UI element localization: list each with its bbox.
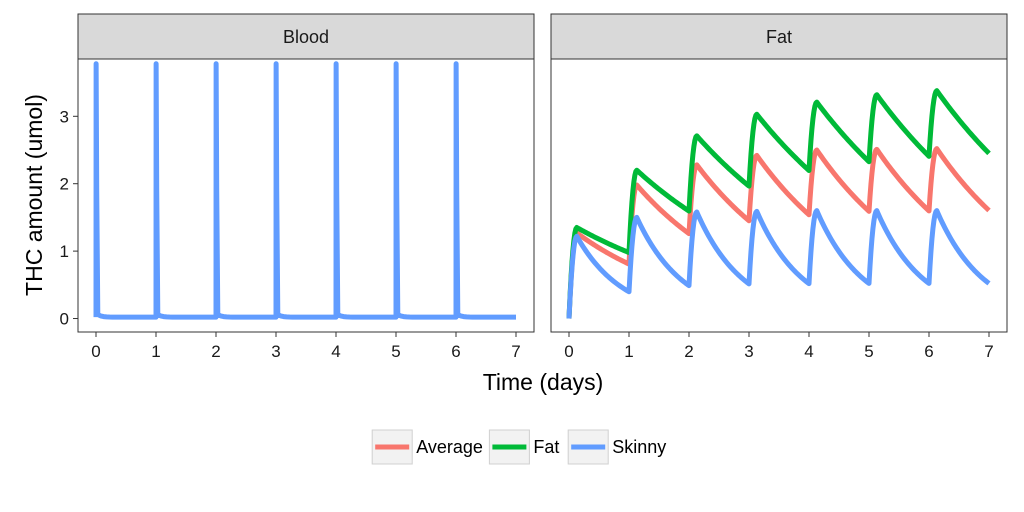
x-tick-label: 4 [804,342,813,361]
x-tick-label: 1 [624,342,633,361]
legend-item-average: Average [371,429,483,465]
legend-item-skinny: Skinny [567,429,666,465]
series-line-fat-average [566,146,991,319]
series-line-fat-skinny [566,208,991,319]
x-tick-label: 3 [271,342,280,361]
x-tick-label: 2 [684,342,693,361]
y-tick-label: 0 [60,310,69,329]
panel-fat-frame [550,58,1008,333]
x-tick-label: 4 [331,342,340,361]
panel-fat-title: Fat [766,27,792,47]
x-tick-label: 6 [451,342,460,361]
legend-label: Average [416,437,483,457]
series-line-blood-skinny [93,61,516,320]
x-tick-label: 5 [864,342,873,361]
panel-blood: Blood 0 1 2 3 4 5 6 7 0 1 2 3 [60,13,535,361]
panel-fat: Fat 0 1 2 3 4 5 6 7 [550,13,1008,361]
legend-item-fat: Fat [488,429,559,465]
x-tick-label: 2 [211,342,220,361]
x-tick-label: 1 [151,342,160,361]
panel-fat-x-axis: 0 1 2 3 4 5 6 7 [564,332,994,361]
panel-blood-x-axis: 0 1 2 3 4 5 6 7 [91,332,521,361]
x-tick-label: 3 [744,342,753,361]
x-tick-label: 7 [511,342,520,361]
legend-label: Fat [533,437,559,457]
panel-fat-series [566,88,991,319]
x-tick-label: 0 [91,342,100,361]
panel-blood-strip [77,13,535,60]
x-tick-label: 5 [391,342,400,361]
panel-blood-series [93,61,516,320]
x-tick-label: 7 [984,342,993,361]
y-tick-label: 3 [60,107,69,126]
legend-label: Skinny [612,437,666,457]
x-tick-label: 0 [564,342,573,361]
y-axis-title: THC amount (umol) [21,94,47,296]
series-line-fat-fat [566,88,991,319]
panel-fat-strip [550,13,1008,60]
panel-blood-y-axis: 0 1 2 3 [60,107,78,329]
y-tick-label: 1 [60,242,69,261]
panel-blood-title: Blood [283,27,329,47]
x-tick-label: 6 [924,342,933,361]
y-tick-label: 2 [60,175,69,194]
panel-blood-frame [77,58,535,333]
legend: Average Fat Skinny [371,429,666,465]
x-axis-title: Time (days) [483,369,604,395]
